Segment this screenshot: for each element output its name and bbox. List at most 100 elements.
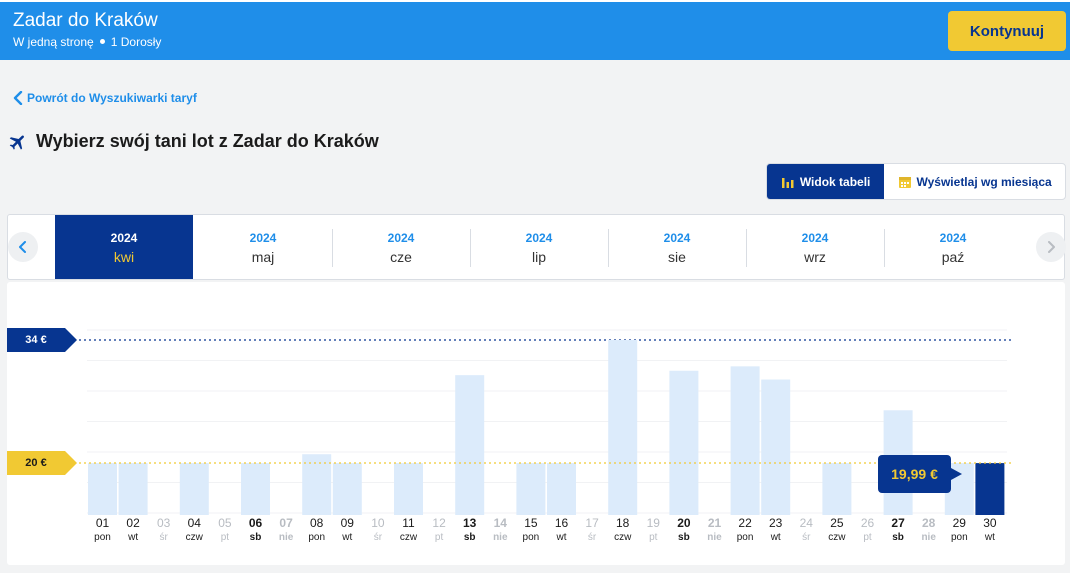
- separator-dot: [99, 39, 105, 45]
- day-label-20[interactable]: 20 sb: [669, 516, 699, 543]
- price-bar-13[interactable]: [455, 375, 485, 515]
- price-bar-15[interactable]: [516, 463, 546, 515]
- month-tab-maj[interactable]: 2024 maj: [194, 215, 332, 279]
- price-bar-02[interactable]: [118, 463, 148, 515]
- month-tab-kwi[interactable]: 2024 kwi: [55, 215, 193, 279]
- month-year: 2024: [249, 231, 277, 245]
- day-number: 24: [799, 516, 813, 530]
- day-label-25[interactable]: 25 czw: [822, 516, 852, 543]
- trip-type: W jedną stronę: [13, 35, 94, 49]
- day-label-22[interactable]: 22 pon: [730, 516, 760, 543]
- day-number: 29: [952, 516, 966, 530]
- day-label-16[interactable]: 16 wt: [547, 516, 577, 543]
- weekday-name: śr: [587, 532, 597, 543]
- price-bar-04[interactable]: [179, 463, 209, 515]
- chevron-left-icon: [19, 241, 26, 253]
- day-number: 07: [279, 516, 293, 530]
- day-label-01[interactable]: 01 pon: [88, 516, 118, 543]
- month-tab-lip[interactable]: 2024 lip: [470, 215, 608, 279]
- day-number: 06: [248, 516, 263, 530]
- day-label-29[interactable]: 29 pon: [944, 516, 974, 543]
- month-name: wrz: [804, 249, 826, 265]
- weekday-name: nie: [278, 532, 294, 543]
- month-name: paź: [941, 249, 965, 265]
- day-number: 04: [187, 516, 201, 530]
- day-label-08[interactable]: 08 pon: [302, 516, 332, 543]
- view-toggle: Widok tabeli Wyświetlaj wg miesiąca: [766, 163, 1066, 200]
- price-bar-23[interactable]: [761, 379, 791, 515]
- day-label-04[interactable]: 04 czw: [179, 516, 209, 543]
- day-label-06[interactable]: 06 sb: [241, 516, 271, 543]
- weekday-name: wt: [984, 532, 995, 543]
- month-year: 2024: [110, 231, 138, 245]
- day-label-24: 24 śr: [791, 516, 821, 543]
- price-bar-18[interactable]: [608, 340, 638, 515]
- month-year: 2024: [663, 231, 691, 245]
- price-bar-20[interactable]: [669, 370, 699, 515]
- day-label-12: 12 pt: [424, 516, 454, 543]
- plane-icon: [9, 134, 24, 150]
- weekday-name: czw: [614, 532, 632, 543]
- next-month-button[interactable]: [1036, 232, 1066, 262]
- route-title: Zadar do Kraków: [13, 10, 158, 31]
- continue-button[interactable]: Kontynuuj: [948, 11, 1066, 51]
- back-to-search-link[interactable]: Powrót do Wyszukiwarki taryf: [13, 91, 197, 105]
- weekday-name: wt: [128, 532, 139, 543]
- day-label-27[interactable]: 27 sb: [883, 516, 913, 543]
- day-label-17: 17 śr: [577, 516, 607, 543]
- month-year: 2024: [801, 231, 829, 245]
- price-bar-30[interactable]: [975, 463, 1005, 515]
- month-name: sie: [668, 249, 686, 265]
- day-number: 15: [524, 516, 538, 530]
- weekday-name: nie: [493, 532, 508, 543]
- day-label-11[interactable]: 11 czw: [394, 516, 424, 543]
- weekday-name: pon: [522, 532, 540, 543]
- prev-month-button[interactable]: [8, 232, 38, 262]
- price-bar-08[interactable]: [302, 454, 332, 515]
- day-label-05: 05 pt: [210, 516, 240, 543]
- month-name: maj: [251, 249, 275, 265]
- day-number: 12: [432, 516, 446, 530]
- day-label-02[interactable]: 02 wt: [118, 516, 148, 543]
- weekday-name: czw: [828, 532, 846, 543]
- price-bar-22[interactable]: [730, 366, 760, 515]
- chevron-left-icon: [13, 91, 23, 105]
- price-bar-06[interactable]: [241, 463, 270, 515]
- day-label-30[interactable]: 30 wt: [975, 516, 1005, 543]
- month-tab-sie[interactable]: 2024 sie: [608, 215, 746, 279]
- price-bar-09[interactable]: [332, 463, 362, 515]
- price-bar-chart: [79, 329, 1012, 515]
- day-label-23[interactable]: 23 wt: [761, 516, 791, 543]
- day-label-10: 10 śr: [363, 516, 393, 543]
- weekday-name: pon: [308, 532, 326, 543]
- month-tab-paz[interactable]: 2024 paź: [884, 215, 1022, 279]
- day-number: 13: [463, 516, 477, 530]
- table-view-button[interactable]: Widok tabeli: [767, 164, 885, 199]
- back-link-label: Powrót do Wyszukiwarki taryf: [27, 91, 197, 105]
- price-bar-01[interactable]: [88, 463, 117, 515]
- month-tab-wrz[interactable]: 2024 wrz: [746, 215, 884, 279]
- weekday-name: wt: [556, 532, 567, 543]
- month-view-label: Wyświetlaj wg miesiąca: [916, 174, 1052, 189]
- day-label-03: 03 śr: [149, 516, 179, 543]
- price-bar-25[interactable]: [822, 463, 852, 515]
- price-bar-16[interactable]: [547, 463, 576, 515]
- weekday-name: pt: [220, 532, 230, 543]
- tab-divider: [746, 229, 747, 267]
- price-bar-11[interactable]: [394, 463, 423, 515]
- day-number: 16: [554, 516, 569, 530]
- month-year: 2024: [939, 231, 967, 245]
- month-tab-cze[interactable]: 2024 cze: [332, 215, 470, 279]
- month-selector: 2024 kwi 2024 maj 2024 cze 2024 lip 2024…: [7, 214, 1066, 280]
- day-label-18[interactable]: 18 czw: [608, 516, 638, 543]
- day-number: 26: [860, 516, 875, 530]
- month-view-button[interactable]: Wyświetlaj wg miesiąca: [884, 164, 1065, 199]
- day-number: 19: [646, 516, 660, 530]
- day-label-13[interactable]: 13 sb: [455, 516, 485, 543]
- passenger-count: 1 Dorosły: [110, 35, 162, 49]
- day-label-15[interactable]: 15 pon: [516, 516, 546, 543]
- tab-divider: [470, 229, 471, 267]
- day-label-09[interactable]: 09 wt: [332, 516, 362, 543]
- weekday-name: sb: [249, 532, 262, 543]
- day-number: 08: [310, 516, 324, 530]
